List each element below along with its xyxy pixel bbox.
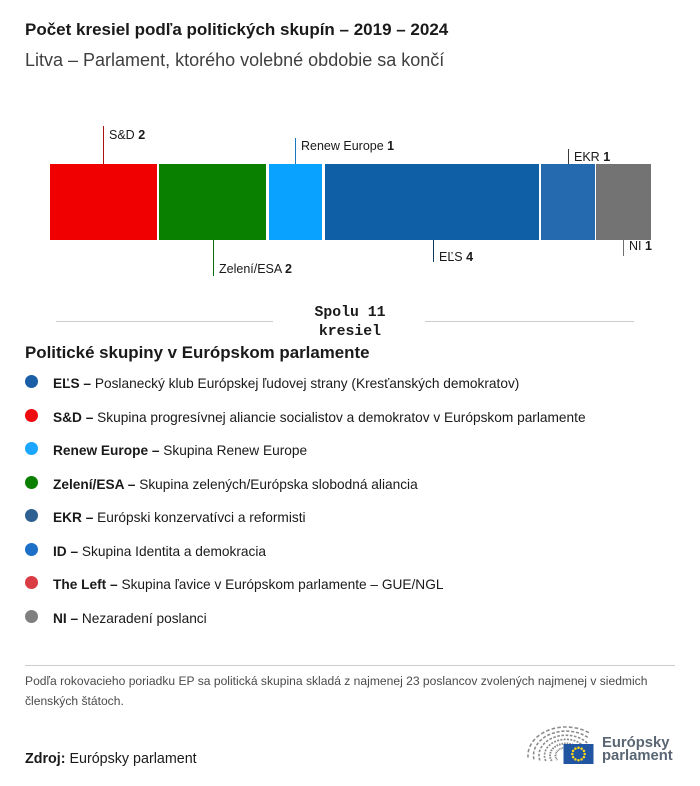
svg-text:parlament: parlament (602, 748, 673, 764)
svg-text:Európsky: Európsky (602, 735, 670, 751)
